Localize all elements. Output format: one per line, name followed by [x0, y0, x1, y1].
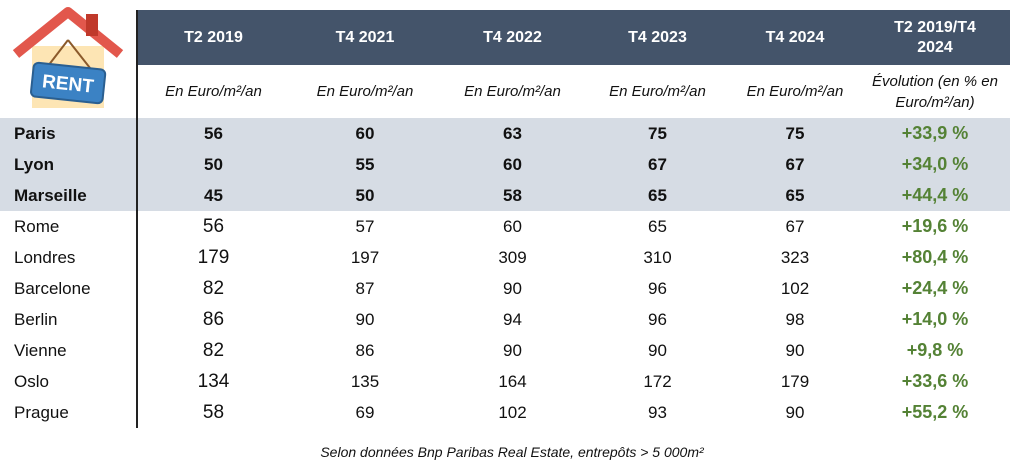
cell: 98: [785, 309, 805, 329]
row-highlight: [0, 180, 1010, 211]
cell: 172: [643, 371, 672, 391]
sign: [30, 61, 107, 105]
unit-label: En Euro/m²/an: [609, 83, 706, 100]
cell: +55,2 %: [901, 402, 969, 422]
cell: 86: [202, 308, 225, 330]
cell: 93: [648, 402, 667, 422]
unit-label: En Euro/m²/an: [746, 83, 844, 100]
cell: 90: [503, 340, 522, 360]
cell: 65: [785, 185, 805, 205]
cell: 102: [498, 402, 527, 422]
column-header: T2 2019: [184, 28, 243, 46]
cell: 75: [785, 123, 805, 143]
cell: +34,0 %: [901, 154, 969, 174]
cell: 57: [355, 216, 375, 236]
cell: 67: [648, 154, 667, 174]
cell: 50: [204, 154, 223, 174]
cell: 86: [355, 340, 375, 360]
cell: 197: [350, 247, 380, 267]
cell: 90: [503, 278, 522, 298]
cell: 58: [503, 185, 522, 205]
cell: +14,0 %: [901, 309, 969, 329]
row-label: Vienne: [14, 340, 67, 360]
cell: 63: [503, 123, 522, 143]
cell: +44,4 %: [901, 185, 969, 205]
cell: 179: [780, 371, 810, 391]
cell: 90: [355, 309, 375, 329]
cell: 94: [503, 309, 522, 329]
row-label: Berlin: [14, 309, 58, 329]
column-header: T4 2024: [765, 28, 825, 46]
cell: +19,6 %: [901, 216, 969, 236]
sign-string: [67, 39, 91, 69]
cell: 65: [648, 216, 667, 236]
cell: 164: [498, 371, 527, 391]
cell: 135: [350, 371, 380, 391]
cell: 50: [355, 185, 375, 205]
chimney: [86, 14, 98, 36]
cell: +33,9 %: [901, 123, 969, 143]
unit-label: En Euro/m²/an: [165, 83, 262, 100]
row-label: Oslo: [14, 371, 49, 391]
row-label: Marseille: [14, 185, 87, 205]
column-header: T4 2022: [483, 28, 542, 46]
sign-string: [47, 39, 69, 67]
row-label: Prague: [14, 402, 69, 422]
header-band: [137, 10, 1010, 65]
roof: [12, 7, 124, 58]
cell: 96: [648, 278, 667, 298]
rent-icon: RENT: [12, 7, 124, 108]
cell: 82: [202, 339, 225, 361]
cell: 96: [648, 309, 667, 329]
cell: +33,6 %: [901, 371, 969, 391]
row-highlight: [0, 149, 1010, 180]
column-header: T2 2019/T4 2024: [894, 18, 976, 56]
cell: 65: [648, 185, 667, 205]
row-label: Londres: [14, 247, 76, 267]
column-header: T4 2021: [335, 28, 395, 46]
cell: 309: [498, 247, 527, 267]
cell: 60: [503, 154, 522, 174]
unit-label: Évolution (en % en Euro/m²/an): [872, 72, 998, 111]
cell: 67: [785, 216, 805, 236]
cell: 45: [204, 185, 223, 205]
cell: 102: [780, 278, 810, 298]
unit-label: En Euro/m²/an: [464, 83, 561, 100]
row-label: Barcelone: [14, 278, 91, 298]
cell: +80,4 %: [901, 247, 969, 267]
cell: +9,8 %: [906, 340, 964, 360]
cell: 323: [780, 247, 810, 267]
cell: 60: [355, 123, 375, 143]
cell: 310: [643, 247, 672, 267]
cell: 55: [355, 154, 375, 174]
row-label: Lyon: [14, 154, 54, 174]
cell: +24,4 %: [901, 278, 969, 298]
cell: 60: [503, 216, 522, 236]
row-label: Rome: [14, 216, 60, 236]
row-highlight: [0, 118, 1010, 149]
cell: 90: [648, 340, 667, 360]
cell: 58: [202, 401, 225, 423]
cell: 75: [648, 123, 667, 143]
cell: 179: [197, 246, 230, 268]
cell: 134: [197, 370, 230, 392]
cell: 67: [785, 154, 805, 174]
cell: 87: [355, 278, 375, 298]
unit-label: En Euro/m²/an: [316, 83, 414, 100]
cell: 90: [785, 402, 805, 422]
cell: 56: [202, 215, 225, 237]
cell: 56: [204, 123, 223, 143]
column-header: T4 2023: [628, 28, 687, 46]
divider: [136, 10, 138, 428]
cell: 69: [355, 402, 375, 422]
cell: 90: [785, 340, 805, 360]
cell: 82: [202, 277, 225, 299]
footer: Selon données Bnp Paribas Real Estate, e…: [320, 444, 704, 460]
row-label: Paris: [14, 123, 56, 143]
